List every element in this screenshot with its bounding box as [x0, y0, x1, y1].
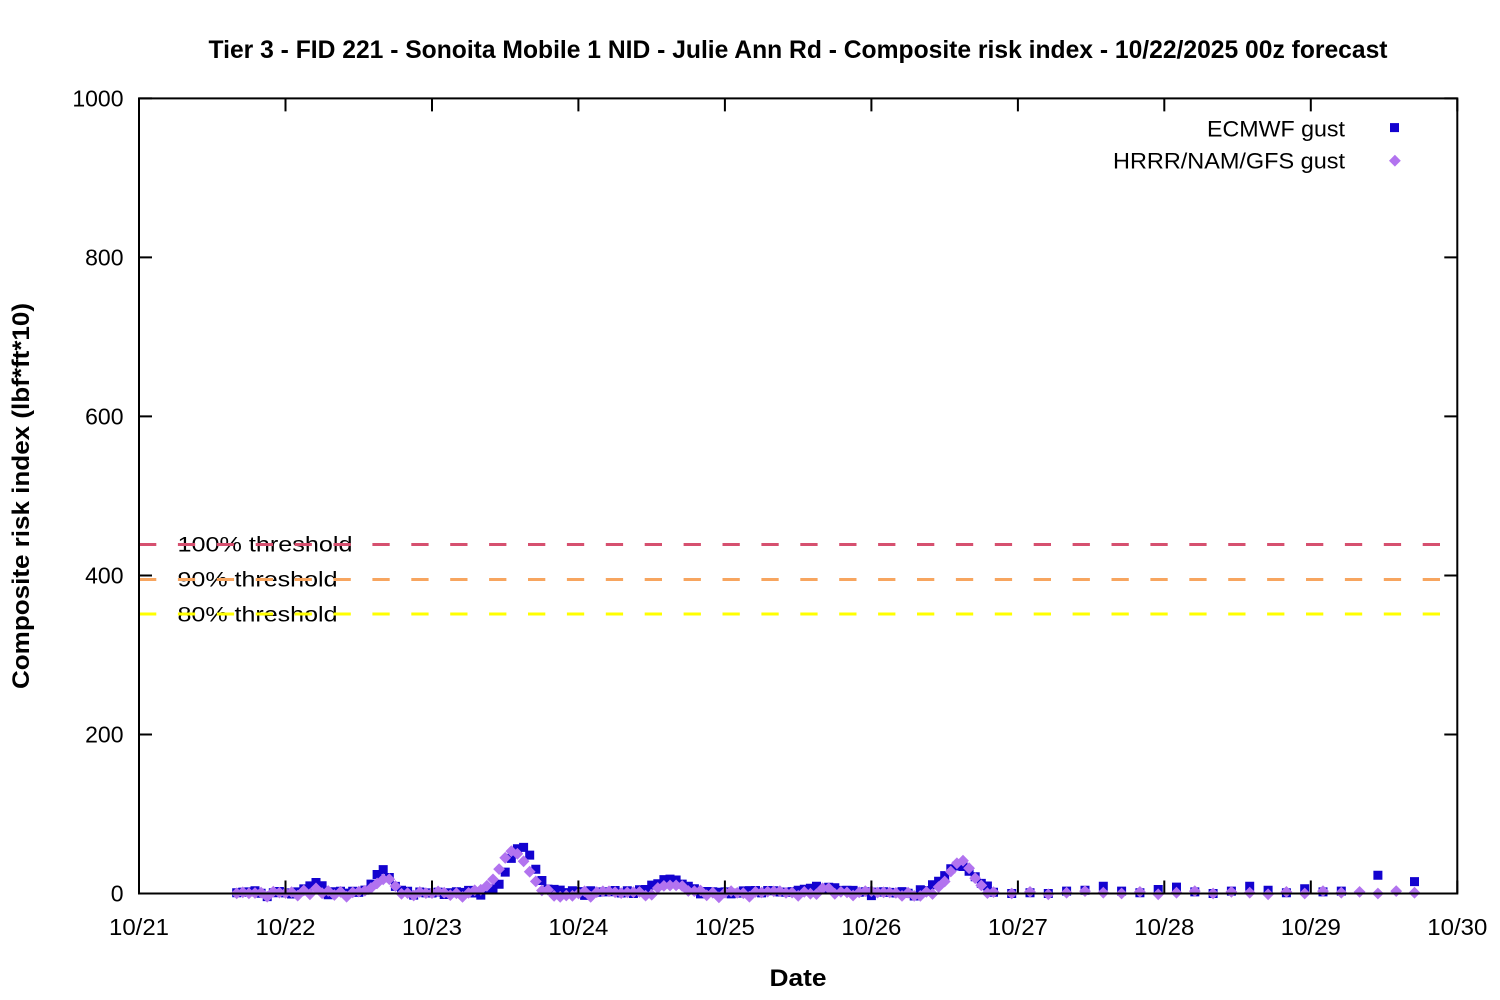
svg-text:10/23: 10/23 [402, 914, 462, 940]
svg-text:800: 800 [85, 245, 123, 271]
svg-text:Date: Date [770, 965, 827, 992]
svg-text:10/27: 10/27 [988, 914, 1048, 940]
svg-text:10/24: 10/24 [548, 914, 608, 940]
svg-text:400: 400 [85, 563, 123, 589]
svg-text:10/22: 10/22 [256, 914, 316, 940]
svg-text:10/25: 10/25 [695, 914, 755, 940]
svg-text:10/28: 10/28 [1134, 914, 1194, 940]
svg-text:1000: 1000 [72, 86, 123, 112]
svg-text:0: 0 [111, 881, 124, 907]
svg-text:Tier 3 - FID 221 - Sonoita Mob: Tier 3 - FID 221 - Sonoita Mobile 1 NID … [209, 36, 1389, 64]
svg-text:10/26: 10/26 [841, 914, 901, 940]
svg-text:200: 200 [85, 722, 123, 748]
svg-text:10/29: 10/29 [1281, 914, 1341, 940]
svg-text:ECMWF gust: ECMWF gust [1207, 117, 1345, 142]
svg-text:10/30: 10/30 [1427, 914, 1487, 940]
svg-text:HRRR/NAM/GFS gust: HRRR/NAM/GFS gust [1113, 149, 1345, 174]
svg-text:Composite risk index (lbf*ft*1: Composite risk index (lbf*ft*10) [8, 303, 35, 689]
svg-text:600: 600 [85, 404, 123, 430]
svg-text:10/21: 10/21 [109, 914, 169, 940]
